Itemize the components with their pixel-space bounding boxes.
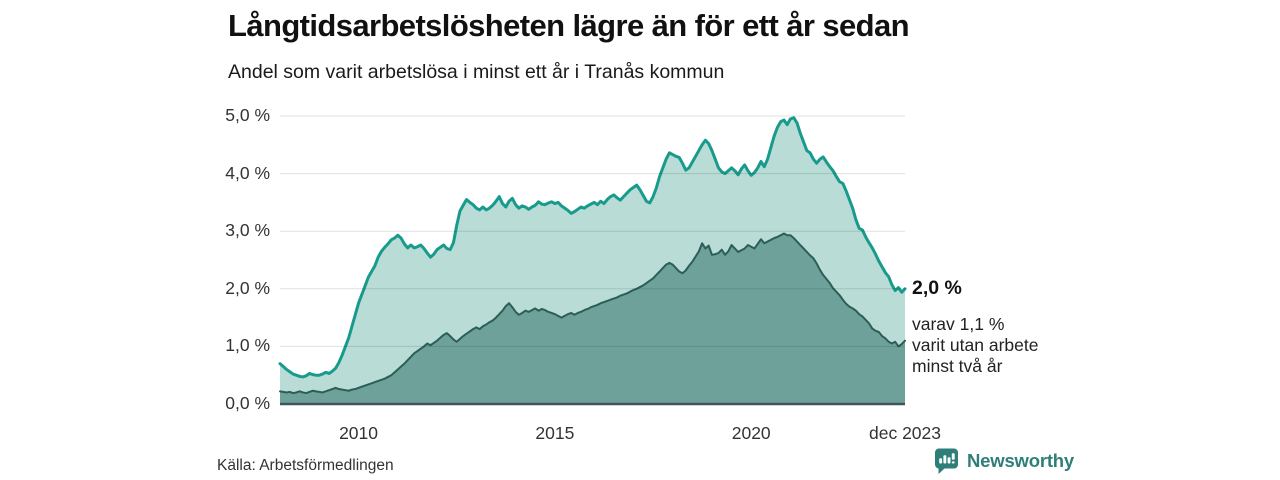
end-value-annotation: 2,0 % [912,277,962,299]
brand-logo: Newsworthy [933,447,1074,475]
sub-annotation-line: varit utan arbete [912,335,1039,355]
y-tick-label: 0,0 % [225,393,270,413]
series-line-1 [279,232,906,395]
x-tick-label: 2015 [535,423,575,443]
x-tick-label: 2010 [339,423,378,443]
chart-subtitle: Andel som varit arbetslösa i minst ett å… [228,61,725,83]
source-note: Källa: Arbetsförmedlingen [217,457,394,474]
sub-annotation-line: varav 1,1 % [912,314,1005,334]
newsworthy-speech-bubble-icon [935,448,958,474]
brand-name: Newsworthy [967,450,1074,471]
y-tick-label: 3,0 % [225,220,270,241]
y-tick-label: 4,0 % [225,162,270,183]
sub-annotation-line: minst två år [912,356,1003,376]
y-tick-label: 5,0 % [225,105,270,125]
series-area-1 [280,233,905,404]
sub-annotation: varav 1,1 % varit utan arbete minst två … [912,314,1038,377]
chart-title: Långtidsarbetslösheten lägre än för ett … [228,8,910,43]
x-tick-label: dec 2023 [868,423,942,443]
y-tick-label: 1,0 % [225,335,270,356]
y-tick-label: 2,0 % [225,277,270,298]
x-tick-label: 2020 [731,423,771,443]
series-line-0 [278,116,907,379]
